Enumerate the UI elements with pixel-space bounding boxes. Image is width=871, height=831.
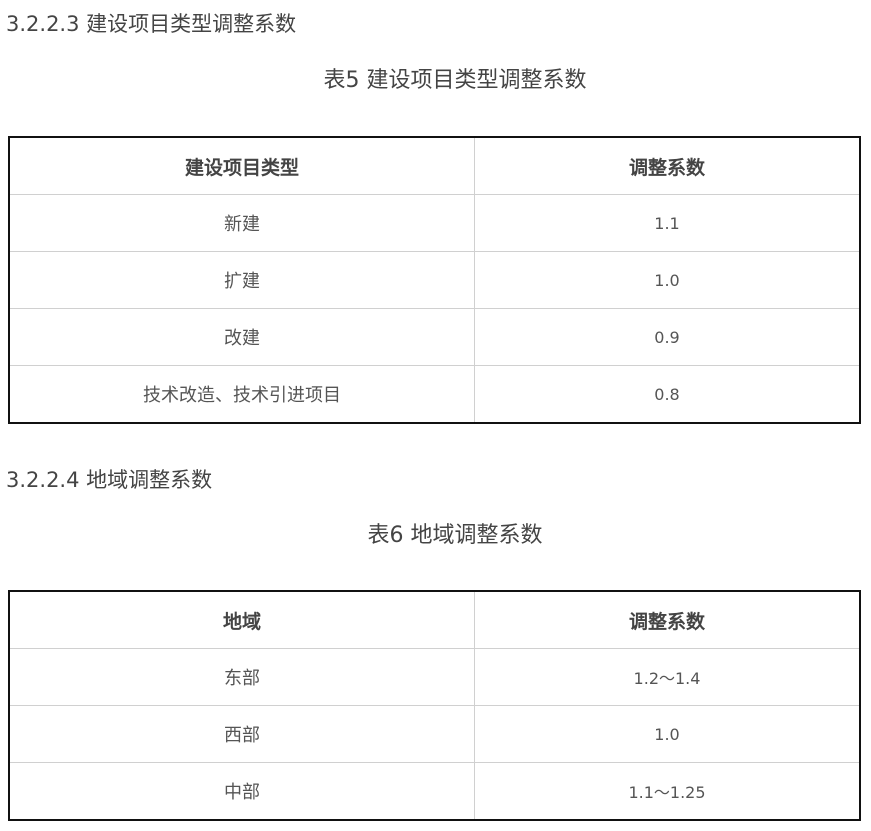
type-cell: 技术改造、技术引进项目 [9, 365, 475, 423]
region-cell: 东部 [9, 648, 475, 706]
coefficient-cell: 0.9 [474, 308, 860, 366]
table-row: 东部 1.2～1.4 [9, 648, 860, 706]
column-header: 调整系数 [474, 591, 860, 649]
coefficient-cell: 1.1 [474, 194, 860, 252]
table5-caption: 表5 建设项目类型调整系数 [323, 68, 587, 93]
table-row: 改建 0.9 [9, 308, 860, 366]
table6-caption: 表6 地域调整系数 [367, 523, 543, 548]
region-cell: 西部 [9, 705, 475, 763]
table6-region-coefficients: 地域 调整系数 东部 1.2～1.4 西部 1.0 中部 1.1～1.25 [8, 590, 861, 821]
section-heading-3-2-2-4: 3.2.2.4 地域调整系数 [6, 468, 213, 492]
table5-project-type-coefficients: 建设项目类型 调整系数 新建 1.1 扩建 1.0 改建 0.9 技术改造、技术引进项… [8, 136, 861, 424]
column-header: 地域 [9, 591, 475, 649]
table-header-row: 建设项目类型 调整系数 [9, 137, 860, 195]
coefficient-cell: 1.0 [474, 705, 860, 763]
table-row: 技术改造、技术引进项目 0.8 [9, 365, 860, 423]
table-row: 西部 1.0 [9, 705, 860, 763]
coefficient-cell: 0.8 [654, 384, 680, 404]
column-header: 建设项目类型 [9, 137, 475, 195]
type-cell: 扩建 [9, 251, 475, 309]
section-heading-3-2-2-3: 3.2.2.3 建设项目类型调整系数 [6, 12, 297, 36]
region-cell: 中部 [9, 762, 475, 820]
type-cell: 改建 [9, 308, 475, 366]
type-cell: 新建 [9, 194, 475, 252]
table-row: 扩建 1.0 [9, 251, 860, 309]
coefficient-cell: 1.2～1.4 [474, 648, 860, 706]
coefficient-cell: 1.0 [474, 251, 860, 309]
table-row: 中部 1.1～1.25 [9, 762, 860, 820]
table-row: 新建 1.1 [9, 194, 860, 252]
table-header-row: 地域 调整系数 [9, 591, 860, 649]
column-header: 调整系数 [474, 137, 860, 195]
coefficient-cell: 1.1～1.25 [628, 783, 706, 802]
